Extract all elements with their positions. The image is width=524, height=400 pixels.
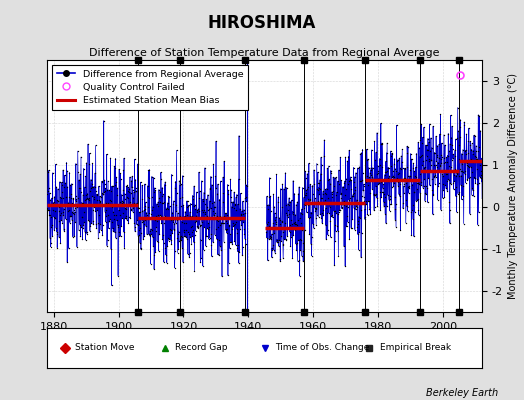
- Legend: Difference from Regional Average, Quality Control Failed, Estimated Station Mean: Difference from Regional Average, Qualit…: [52, 65, 248, 110]
- Text: Record Gap: Record Gap: [176, 344, 228, 352]
- Text: Time of Obs. Change: Time of Obs. Change: [276, 344, 370, 352]
- Text: HIROSHIMA: HIROSHIMA: [208, 14, 316, 32]
- Text: Empirical Break: Empirical Break: [380, 344, 451, 352]
- Title: Difference of Station Temperature Data from Regional Average: Difference of Station Temperature Data f…: [90, 48, 440, 58]
- Y-axis label: Monthly Temperature Anomaly Difference (°C): Monthly Temperature Anomaly Difference (…: [508, 73, 518, 299]
- Text: Station Move: Station Move: [75, 344, 135, 352]
- Text: Berkeley Earth: Berkeley Earth: [425, 388, 498, 398]
